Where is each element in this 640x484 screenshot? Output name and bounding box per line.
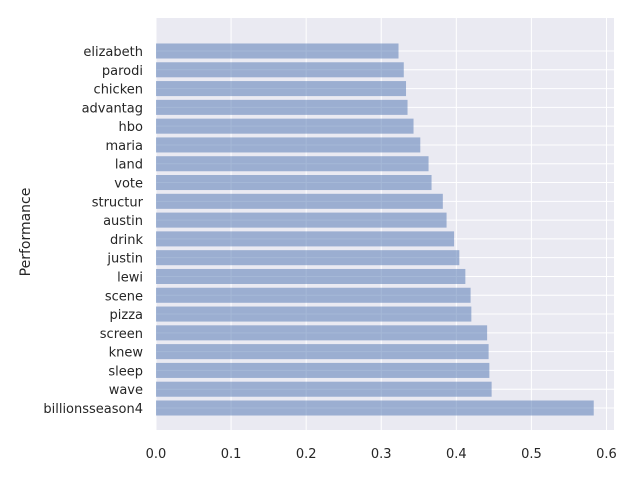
x-tick-label: 0.6: [596, 447, 617, 462]
y-tick-label: screen: [100, 327, 143, 342]
y-axis-label: Performance: [18, 188, 34, 277]
y-tick-label: vote: [114, 177, 143, 192]
bar-land: [156, 156, 429, 172]
bar-austin: [156, 212, 447, 228]
bar-advantag: [156, 99, 408, 115]
y-tick-label: knew: [109, 346, 144, 361]
y-tick-label: billionsseason4: [43, 402, 143, 417]
bar-vote: [156, 175, 432, 191]
bar-wave: [156, 381, 492, 397]
y-tick-label: chicken: [94, 83, 143, 98]
bar-structur: [156, 193, 443, 209]
y-tick-label: parodi: [102, 64, 143, 79]
x-tick-label: 0.3: [371, 447, 392, 462]
y-tick-label: advantag: [82, 101, 143, 116]
y-tick-label: maria: [105, 139, 143, 154]
bars: [156, 43, 594, 416]
bar-billionsseason4: [156, 400, 594, 416]
bar-elizabeth: [156, 43, 399, 59]
bar-chicken: [156, 81, 407, 97]
x-tick-label: 0.5: [521, 447, 542, 462]
y-tick-label: drink: [110, 233, 143, 248]
x-tick-labels: 0.0 0.1 0.2 0.3 0.4 0.5 0.6: [146, 447, 617, 462]
y-tick-label: austin: [103, 214, 143, 229]
x-tick-label: 0.1: [221, 447, 242, 462]
bar-drink: [156, 231, 455, 247]
y-tick-label: structur: [92, 195, 144, 210]
y-tick-labels: billionsseason4 wave sleep knew screen pizza s…: [43, 45, 143, 417]
y-tick-label: justin: [106, 252, 143, 267]
bar-hbo: [156, 118, 414, 134]
x-tick-label: 0.0: [146, 447, 167, 462]
y-tick-label: sleep: [108, 364, 143, 379]
bar-lewi: [156, 268, 466, 284]
y-tick-label: lewi: [117, 270, 143, 285]
bar-screen: [156, 325, 488, 341]
x-tick-label: 0.2: [296, 447, 317, 462]
y-tick-label: elizabeth: [83, 45, 143, 60]
y-tick-label: pizza: [110, 308, 143, 323]
bar-justin: [156, 250, 460, 266]
bar-pizza: [156, 306, 472, 322]
y-tick-label: scene: [105, 289, 143, 304]
y-tick-label: land: [115, 158, 143, 173]
bar-maria: [156, 137, 421, 153]
y-tick-label: wave: [109, 383, 143, 398]
bar-knew: [156, 344, 489, 360]
bar-parodi: [156, 62, 404, 78]
bar-scene: [156, 287, 471, 303]
bar-sleep: [156, 362, 490, 378]
y-tick-label: hbo: [119, 120, 143, 135]
x-tick-label: 0.4: [446, 447, 467, 462]
